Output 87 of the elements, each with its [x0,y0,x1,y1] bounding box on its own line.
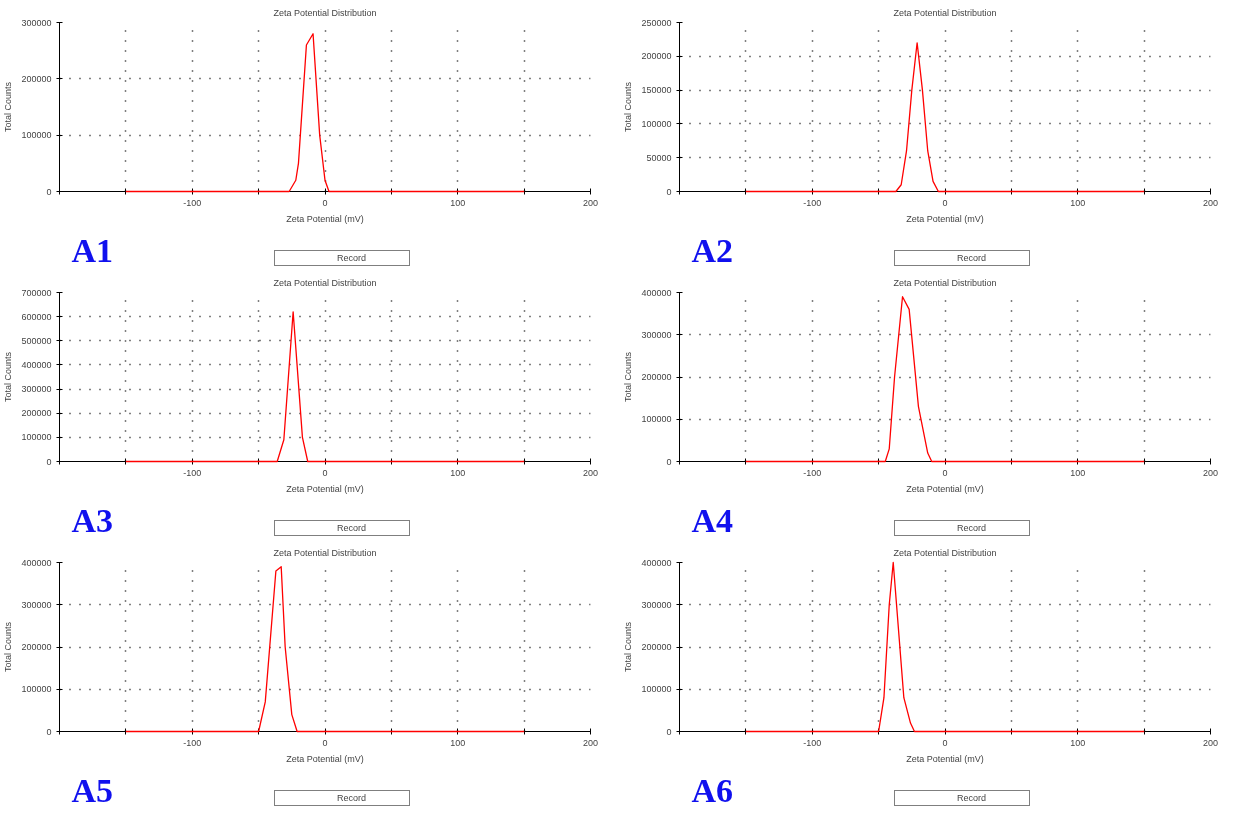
x-tick-label: 0 [322,197,328,208]
x-tick-label: -100 [183,197,202,208]
y-tick-label: 0 [666,456,672,467]
y-tick-label: 500000 [21,335,52,346]
x-tick-label: 200 [582,197,599,208]
text: A1 [71,231,114,269]
x-tick-label: 200 [1202,197,1219,208]
y-tick-label: 50000 [646,152,672,163]
y-tick-label: 0 [666,726,672,737]
y-tick-label: 200000 [21,73,52,84]
y-tick-label: 300000 [21,384,52,395]
chart-title: Zeta Potential Distribution [893,7,997,18]
text: Record [957,793,987,803]
x-tick-label: 100 [450,197,466,208]
x-tick-label: 100 [1070,197,1086,208]
text: A4 [691,501,734,539]
x-tick-label: -100 [803,737,822,748]
x-axis-title: Zeta Potential (mV) [906,483,984,494]
x-tick-label: 0 [322,737,328,748]
x-axis-title: Zeta Potential (mV) [906,753,984,764]
text: A2 [691,231,734,269]
y-tick-label: 0 [46,186,52,197]
y-tick-label: 200000 [21,408,52,419]
y-tick-label: 100000 [21,130,52,141]
y-tick-label: 400000 [641,287,672,298]
y-tick-label: 400000 [21,557,52,568]
y-tick-label: 300000 [21,599,52,610]
text: Record [957,523,987,533]
x-tick-label: 100 [1070,467,1086,478]
y-tick-label: 400000 [21,359,52,370]
y-tick-label: 0 [46,726,52,737]
chart-title: Zeta Potential Distribution [273,277,377,288]
text: Record [337,793,367,803]
chart-title: Zeta Potential Distribution [893,547,997,558]
text: Record [337,523,367,533]
x-tick-label: 0 [322,467,328,478]
x-tick-label: -100 [183,467,202,478]
y-tick-label: 100000 [641,118,672,129]
x-tick-label: 200 [1202,467,1219,478]
y-tick-label: 200000 [21,642,52,652]
y-axis-title: Total Counts [3,621,14,673]
x-tick-label: -100 [803,197,822,208]
text: Record [957,253,987,263]
x-axis-title: Zeta Potential (mV) [286,753,364,764]
chart-title: Zeta Potential Distribution [273,547,377,558]
x-axis-title: Zeta Potential (mV) [286,213,364,224]
chart-title: Zeta Potential Distribution [893,277,997,288]
text: A3 [71,501,114,539]
y-tick-label: 0 [46,456,52,467]
y-tick-label: 150000 [641,85,672,96]
y-tick-label: 300000 [641,599,672,610]
y-tick-label: 600000 [21,311,52,322]
y-tick-label: 200000 [641,51,672,62]
y-tick-label: 100000 [21,432,52,443]
x-tick-label: 200 [582,467,599,478]
y-axis-title: Total Counts [623,81,634,133]
chart-title: Zeta Potential Distribution [273,7,377,18]
x-axis-title: Zeta Potential (mV) [286,483,364,494]
y-tick-label: 100000 [641,684,672,695]
y-tick-label: 100000 [21,684,52,695]
y-axis-title: Total Counts [3,351,14,403]
y-tick-label: 200000 [641,642,672,652]
x-tick-label: 100 [450,737,466,748]
text: A5 [71,771,114,809]
text: A6 [691,771,734,809]
y-tick-label: 700000 [21,287,52,298]
y-axis-title: Total Counts [623,621,634,673]
x-tick-label: 0 [942,197,948,208]
y-tick-label: 200000 [641,372,672,382]
x-tick-label: -100 [183,737,202,748]
x-tick-label: 100 [450,467,466,478]
x-tick-label: 100 [1070,737,1086,748]
x-tick-label: 200 [1202,737,1219,748]
y-tick-label: 0 [666,186,672,197]
text: Record [337,253,367,263]
y-axis-title: Total Counts [3,81,14,133]
y-axis-title: Total Counts [623,351,634,403]
x-tick-label: 200 [582,737,599,748]
y-tick-label: 300000 [641,329,672,340]
x-tick-label: 0 [942,467,948,478]
y-tick-label: 100000 [641,414,672,425]
x-tick-label: -100 [803,467,822,478]
x-axis-title: Zeta Potential (mV) [906,213,984,224]
y-tick-label: 400000 [641,557,672,568]
y-tick-label: 300000 [21,17,52,28]
x-tick-label: 0 [942,737,948,748]
y-tick-label: 250000 [641,17,672,28]
